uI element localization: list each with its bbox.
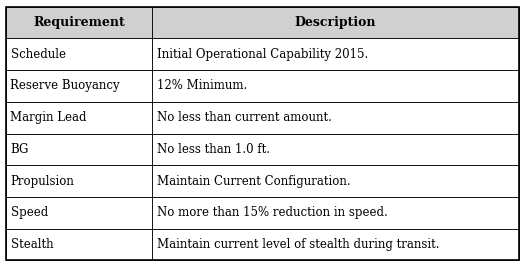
- Text: Maintain Current Configuration.: Maintain Current Configuration.: [156, 175, 350, 187]
- Bar: [6, 38, 152, 70]
- Bar: [6, 165, 152, 197]
- Text: Description: Description: [295, 16, 376, 29]
- Text: 12% Minimum.: 12% Minimum.: [156, 80, 247, 92]
- Bar: [6, 229, 152, 260]
- Text: Requirement: Requirement: [34, 16, 125, 29]
- Bar: [152, 197, 519, 229]
- Text: Schedule: Schedule: [10, 48, 66, 61]
- Bar: [6, 70, 152, 102]
- Bar: [152, 7, 519, 38]
- Bar: [152, 38, 519, 70]
- Bar: [6, 197, 152, 229]
- Bar: [6, 134, 152, 165]
- Text: Margin Lead: Margin Lead: [10, 111, 87, 124]
- Bar: [152, 134, 519, 165]
- Bar: [152, 165, 519, 197]
- Bar: [152, 229, 519, 260]
- Text: BG: BG: [10, 143, 29, 156]
- Text: No less than 1.0 ft.: No less than 1.0 ft.: [156, 143, 269, 156]
- Text: No less than current amount.: No less than current amount.: [156, 111, 331, 124]
- Text: Reserve Buoyancy: Reserve Buoyancy: [10, 80, 120, 92]
- Text: Propulsion: Propulsion: [10, 175, 75, 187]
- Bar: [152, 70, 519, 102]
- Text: Initial Operational Capability 2015.: Initial Operational Capability 2015.: [156, 48, 368, 61]
- Bar: [152, 102, 519, 134]
- Text: Speed: Speed: [10, 206, 48, 219]
- Text: Maintain current level of stealth during transit.: Maintain current level of stealth during…: [156, 238, 439, 251]
- Bar: [6, 7, 152, 38]
- Bar: [6, 102, 152, 134]
- Text: No more than 15% reduction in speed.: No more than 15% reduction in speed.: [156, 206, 387, 219]
- Text: Stealth: Stealth: [10, 238, 53, 251]
